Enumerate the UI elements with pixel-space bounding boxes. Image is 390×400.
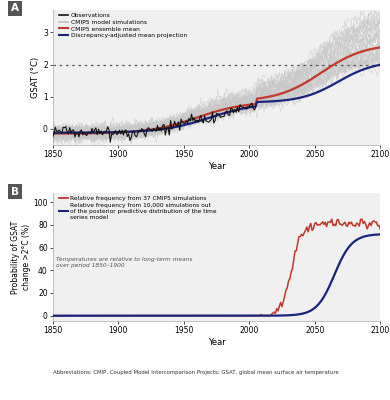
Legend: Relative frequency from 37 CMIP5 simulations, Relative frequency from 10,000 sim: Relative frequency from 37 CMIP5 simulat… xyxy=(59,196,216,220)
X-axis label: Year: Year xyxy=(207,162,225,170)
Legend: Observations, CMIP5 model simulations, CMIP5 ensemble mean, Discrepancy-adjusted: Observations, CMIP5 model simulations, C… xyxy=(59,13,187,38)
Text: A: A xyxy=(11,3,19,13)
Text: Abbreviations: CMIP, Coupled Model Intercomparison Projects; GSAT, global mean s: Abbreviations: CMIP, Coupled Model Inter… xyxy=(53,370,339,375)
Text: Temperatures are relative to long-term means
over period 1850–1900: Temperatures are relative to long-term m… xyxy=(56,257,192,268)
X-axis label: Year: Year xyxy=(207,338,225,347)
Y-axis label: GSAT (°C): GSAT (°C) xyxy=(31,57,40,98)
Y-axis label: Probability of GSAT
change >2°C (%): Probability of GSAT change >2°C (%) xyxy=(11,220,30,294)
Text: B: B xyxy=(11,187,19,197)
